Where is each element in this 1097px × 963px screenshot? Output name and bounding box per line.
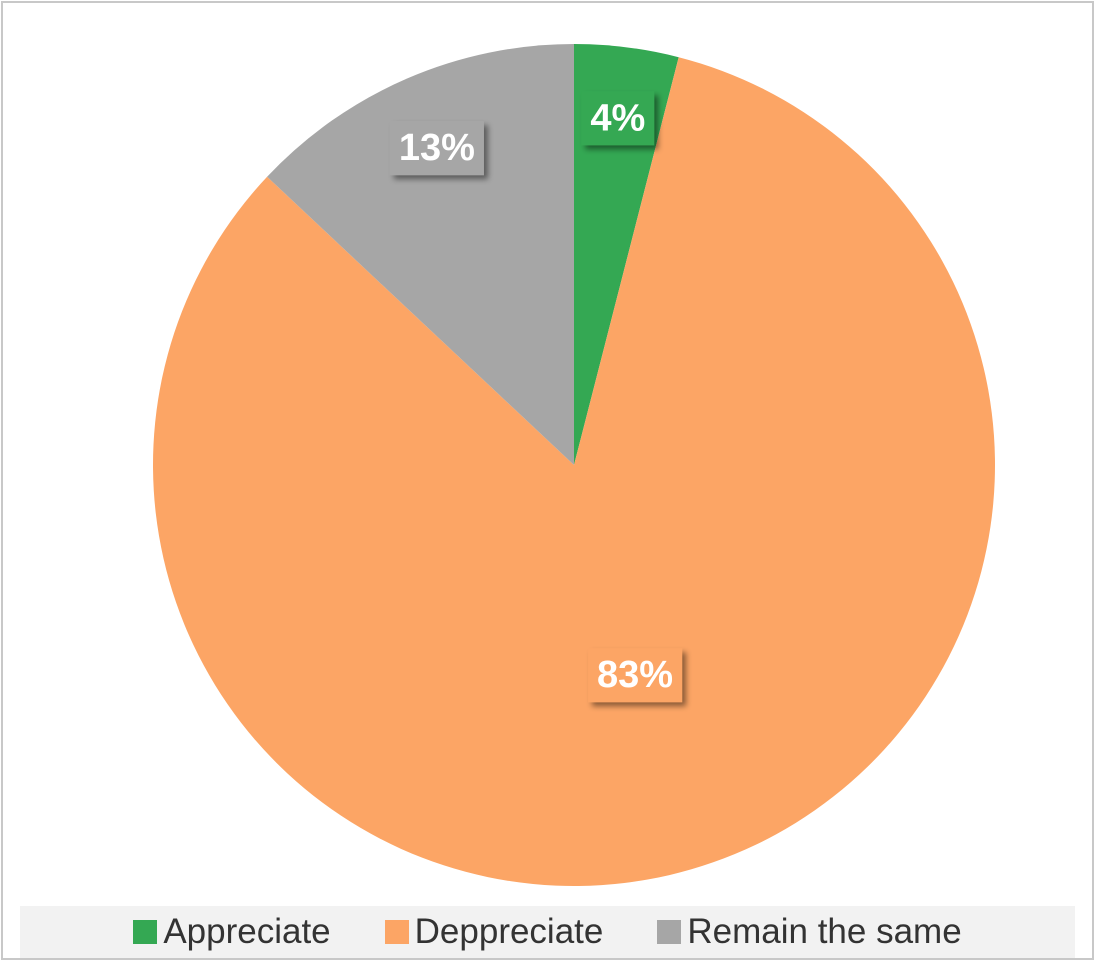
legend-label-deppreciate: Deppreciate	[414, 912, 604, 951]
data-label-text-deppreciate: 83%	[597, 654, 673, 696]
legend-entry-deppreciate: Deppreciate	[384, 912, 604, 952]
data-label-box-remain-the-same	[389, 121, 484, 176]
data-label-remain-the-same: 13%	[389, 121, 484, 176]
pie-slice-deppreciate	[153, 57, 996, 886]
pie-slice-remain-the-same	[267, 44, 574, 465]
legend: Appreciate Deppreciate Remain the same	[20, 906, 1075, 958]
data-label-box-deppreciate	[588, 648, 683, 703]
data-label-appreciate: 4%	[581, 91, 655, 146]
legend-label-appreciate: Appreciate	[163, 912, 331, 951]
legend-entry-remain-the-same: Remain the same	[657, 912, 962, 952]
data-labels: 4% 83% 13%	[389, 91, 683, 703]
legend-swatch-deppreciate	[384, 920, 409, 944]
data-label-text-remain-the-same: 13%	[399, 127, 475, 169]
legend-swatch-remain-the-same	[657, 920, 682, 944]
data-label-text-appreciate: 4%	[590, 97, 645, 139]
pie-slices	[153, 44, 996, 886]
data-label-box-appreciate	[581, 91, 655, 146]
legend-entry-appreciate: Appreciate	[133, 912, 331, 952]
data-label-deppreciate: 83%	[588, 648, 683, 703]
pie-slice-appreciate	[574, 44, 679, 465]
legend-swatch-appreciate	[133, 920, 158, 944]
legend-label-remain-the-same: Remain the same	[687, 912, 962, 951]
